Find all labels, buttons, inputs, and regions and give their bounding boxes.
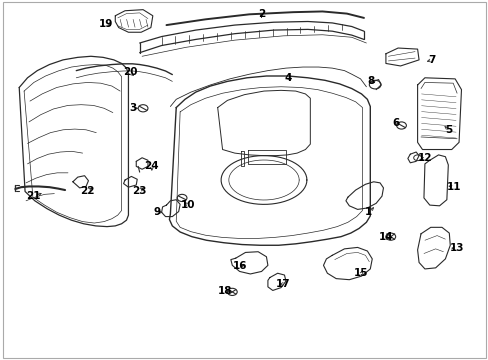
Text: 5: 5	[445, 125, 452, 135]
Text: 4: 4	[284, 73, 291, 83]
Text: 17: 17	[276, 279, 290, 289]
Text: 14: 14	[378, 232, 392, 242]
Text: 21: 21	[26, 191, 41, 201]
Text: 20: 20	[122, 67, 137, 77]
Text: 13: 13	[448, 243, 463, 253]
Text: 10: 10	[181, 200, 195, 210]
Text: 11: 11	[446, 182, 461, 192]
Text: 8: 8	[367, 76, 374, 86]
Text: 24: 24	[144, 161, 159, 171]
Text: 15: 15	[353, 268, 368, 278]
Text: 23: 23	[132, 186, 146, 196]
Text: 18: 18	[217, 286, 232, 296]
Text: 1: 1	[365, 207, 372, 217]
Text: 12: 12	[417, 153, 431, 163]
Text: 19: 19	[98, 19, 113, 29]
Text: 9: 9	[153, 207, 160, 217]
Text: 16: 16	[232, 261, 246, 271]
Text: 6: 6	[391, 118, 399, 128]
Text: 2: 2	[257, 9, 264, 19]
Text: 22: 22	[80, 186, 95, 196]
Text: 7: 7	[427, 55, 435, 65]
Text: 3: 3	[129, 103, 137, 113]
